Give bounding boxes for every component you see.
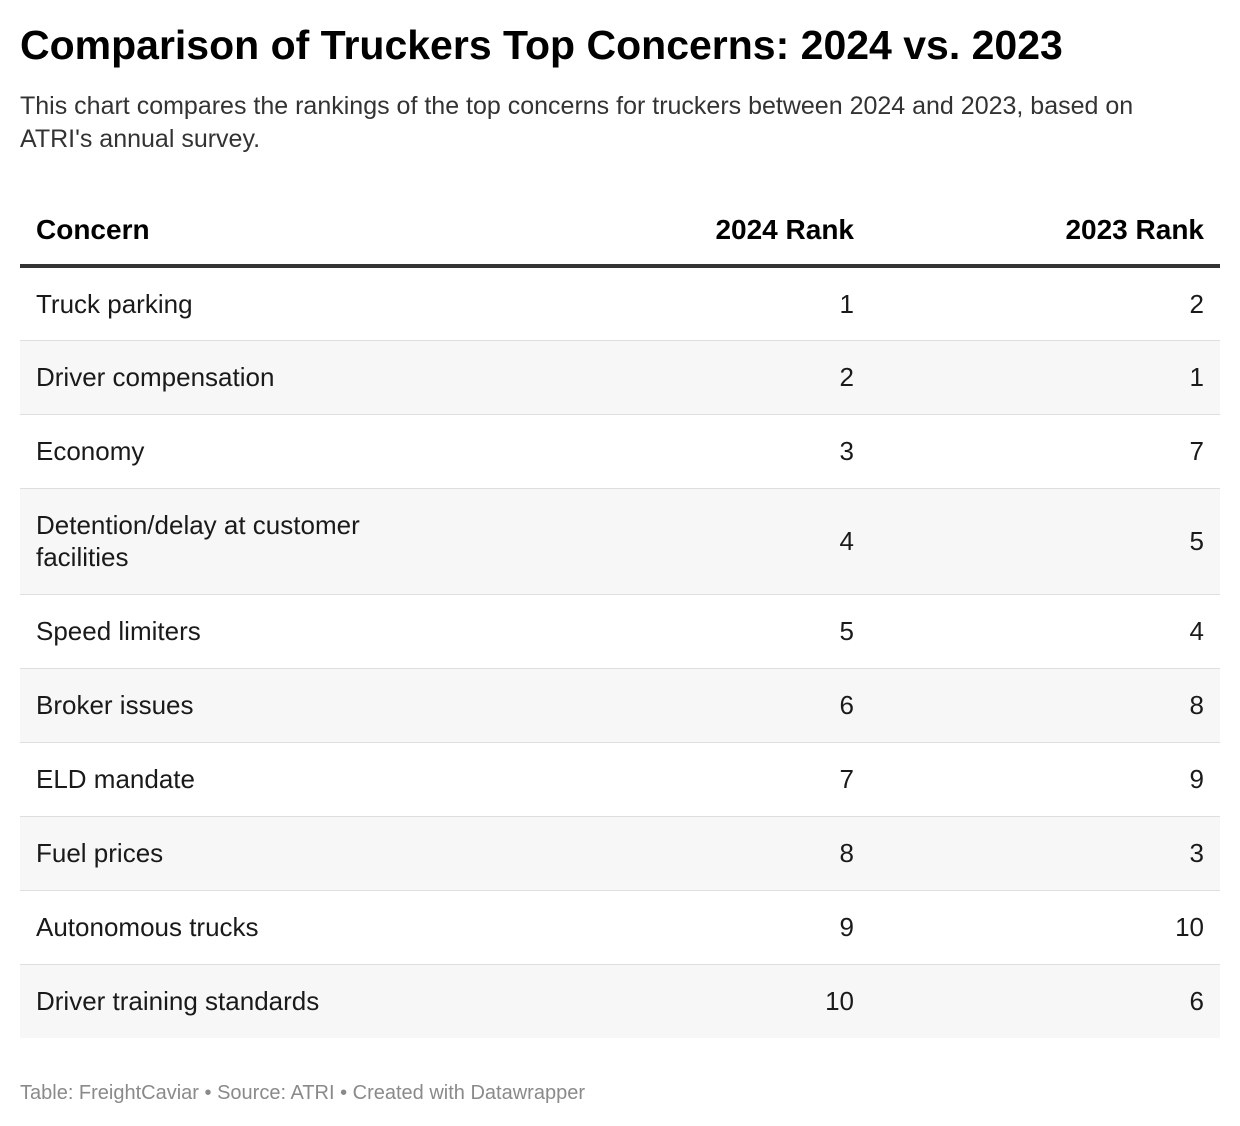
column-header-2023-rank: 2023 Rank xyxy=(870,196,1220,268)
rank-2023-cell: 4 xyxy=(870,594,1220,669)
rank-2023-cell: 1 xyxy=(870,340,1220,415)
rank-2024-cell: 8 xyxy=(520,816,870,891)
concern-label: Truck parking xyxy=(36,288,193,319)
header-row: Concern 2024 Rank 2023 Rank xyxy=(20,196,1220,268)
concern-label: Broker issues xyxy=(36,690,194,720)
concern-cell: Fuel prices xyxy=(20,816,520,891)
concern-cell: Economy xyxy=(20,414,520,489)
column-header-concern: Concern xyxy=(20,196,520,268)
concern-label: Fuel prices xyxy=(36,838,164,868)
rank-2023-cell: 6 xyxy=(870,964,1220,1038)
rank-2023-cell: 8 xyxy=(870,668,1220,743)
rank-2024-cell: 6 xyxy=(520,668,870,743)
rank-2024-cell: 2 xyxy=(520,340,870,415)
column-header-2024-rank: 2024 Rank xyxy=(520,196,870,268)
table-row: Detention/delay at customer facilities 4… xyxy=(20,488,1220,595)
rank-2024-cell: 5 xyxy=(520,594,870,669)
rank-2023-cell: 10 xyxy=(870,890,1220,965)
concern-cell: Broker issues xyxy=(20,668,520,743)
table-body: Truck parking 1 2 Driver compensation 2 … xyxy=(20,266,1220,1038)
concern-label: ELD mandate xyxy=(36,764,195,794)
table-row: Driver training standards 10 6 xyxy=(20,964,1220,1038)
concern-label: Speed limiters xyxy=(36,616,201,646)
table-row: Economy 3 7 xyxy=(20,414,1220,489)
table-row: Broker issues 6 8 xyxy=(20,668,1220,743)
concern-cell: ELD mandate xyxy=(20,742,520,817)
concern-label: Economy xyxy=(36,436,145,466)
rank-2024-cell: 7 xyxy=(520,742,870,817)
rank-2024-cell: 1 xyxy=(520,266,870,341)
concern-label: Driver compensation xyxy=(36,362,275,392)
concern-label: Detention/delay at customer facilities xyxy=(36,510,360,572)
rank-2023-cell: 7 xyxy=(870,414,1220,489)
rank-2024-cell: 3 xyxy=(520,414,870,489)
concern-cell: Autonomous trucks xyxy=(20,890,520,965)
rank-2023-cell: 3 xyxy=(870,816,1220,891)
concern-cell: Detention/delay at customer facilities xyxy=(20,488,520,595)
concern-cell: Driver compensation xyxy=(20,340,520,415)
concern-cell: Speed limiters xyxy=(20,594,520,669)
rank-2023-cell: 2 xyxy=(870,266,1220,341)
concern-label: Driver training standards xyxy=(36,986,320,1017)
rank-2023-cell: 9 xyxy=(870,742,1220,817)
chart-subtitle: This chart compares the rankings of the … xyxy=(20,92,1134,153)
concern-label: Autonomous trucks xyxy=(36,912,259,942)
table-row: Driver compensation 2 1 xyxy=(20,340,1220,415)
table-row: Autonomous trucks 9 10 xyxy=(20,890,1220,965)
rank-table: Concern 2024 Rank 2023 Rank Truck parkin… xyxy=(20,196,1220,1038)
rank-2024-cell: 10 xyxy=(520,964,870,1038)
concern-cell: Driver training standards xyxy=(20,964,520,1038)
concern-cell: Truck parking xyxy=(20,266,520,341)
table-row: ELD mandate 7 9 xyxy=(20,742,1220,817)
table-row: Speed limiters 5 4 xyxy=(20,594,1220,669)
table-row: Truck parking 1 2 xyxy=(20,266,1220,341)
table-row: Fuel prices 8 3 xyxy=(20,816,1220,891)
rank-2023-cell: 5 xyxy=(870,488,1220,595)
rank-2024-cell: 4 xyxy=(520,488,870,595)
table-header: Concern 2024 Rank 2023 Rank xyxy=(20,196,1220,268)
chart-footer: Table: FreightCaviar • Source: ATRI • Cr… xyxy=(20,1082,585,1104)
rank-2024-cell: 9 xyxy=(520,890,870,965)
chart-title: Comparison of Truckers Top Concerns: 202… xyxy=(20,22,1063,68)
